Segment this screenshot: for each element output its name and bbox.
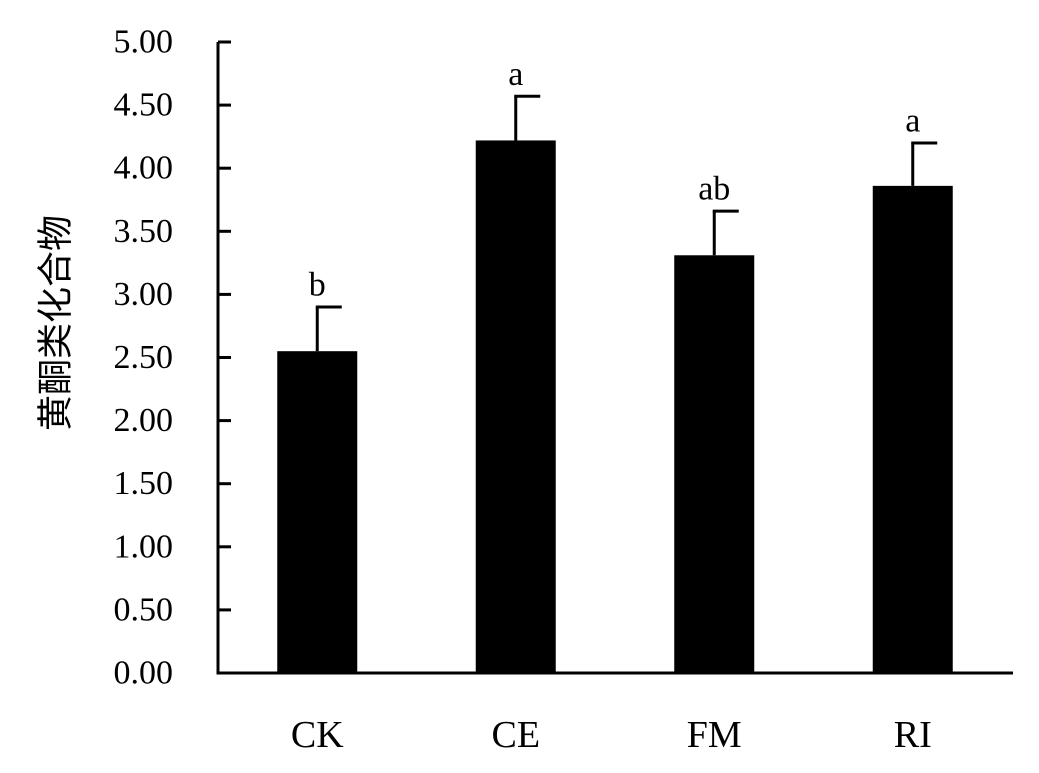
x-category-labels: CK CE FM RI xyxy=(291,714,932,756)
significance-labels: b a ab a xyxy=(309,56,921,304)
y-tick-label: 2.50 xyxy=(114,339,174,376)
bar-ce xyxy=(475,140,556,673)
y-tick-label: 2.00 xyxy=(114,402,174,439)
bar-ck xyxy=(277,351,358,673)
significance-label-fm: ab xyxy=(698,171,730,208)
significance-label-ri: a xyxy=(905,102,920,139)
error-bars xyxy=(315,94,938,352)
significance-label-ck: b xyxy=(309,267,326,304)
y-axis-title: 黄酮类化合物 xyxy=(36,215,77,431)
x-category-label-ce: CE xyxy=(491,714,540,756)
bar-fm xyxy=(674,255,755,673)
y-ticks: 0.00 0.50 1.00 1.50 2.00 2.50 3.00 3.50 4.00 4.50… xyxy=(114,24,231,692)
y-tick-label: 0.00 xyxy=(114,655,174,692)
y-tick-label: 3.00 xyxy=(114,276,174,313)
y-tick-label: 4.50 xyxy=(114,87,174,124)
significance-label-ce: a xyxy=(508,56,523,93)
y-tick-label: 3.50 xyxy=(114,213,174,250)
y-tick-label: 4.00 xyxy=(114,150,174,187)
bar-ri xyxy=(872,185,953,674)
y-tick-label: 0.50 xyxy=(114,591,174,628)
x-category-label-fm: FM xyxy=(687,714,742,756)
y-tick-label: 1.00 xyxy=(114,528,174,565)
y-tick-label: 5.00 xyxy=(114,24,174,61)
x-category-label-ck: CK xyxy=(291,714,344,756)
y-tick-label: 1.50 xyxy=(114,465,174,502)
x-category-label-ri: RI xyxy=(894,714,932,756)
bars xyxy=(277,140,953,674)
